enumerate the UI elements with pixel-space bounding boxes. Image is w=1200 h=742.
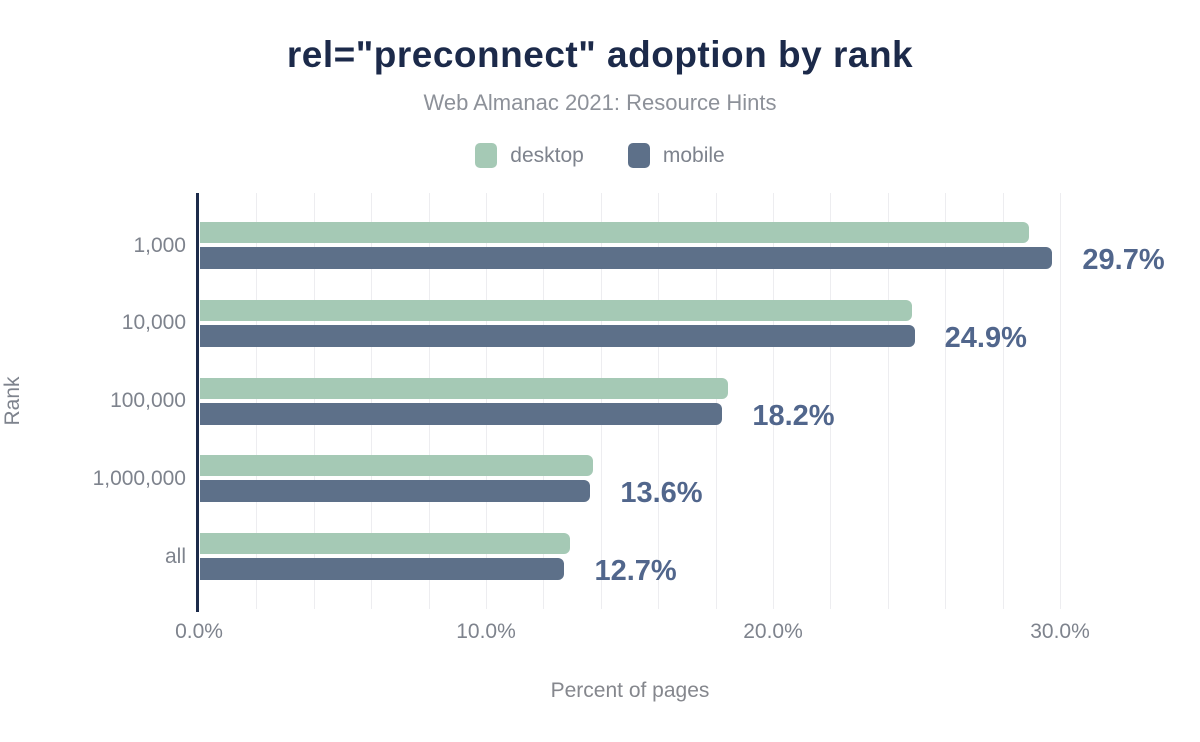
desktop-bar — [200, 455, 594, 477]
category-label: all — [164, 544, 186, 568]
legend-item-desktop: desktop — [475, 143, 584, 168]
desktop-swatch-icon — [475, 143, 498, 168]
desktop-bar — [200, 377, 729, 399]
category-label: 1,000 — [133, 233, 186, 257]
y-axis-line — [196, 193, 199, 612]
bar-value-label: 29.7% — [1082, 244, 1165, 276]
gridline — [887, 193, 889, 609]
gridline — [256, 193, 258, 609]
mobile-bar — [200, 324, 915, 347]
mobile-bar — [200, 558, 565, 580]
gridline — [486, 193, 487, 609]
gridline — [313, 193, 315, 609]
legend-label: mobile — [662, 143, 725, 167]
desktop-bar — [200, 533, 571, 554]
bar-value-label: 12.7% — [594, 555, 677, 587]
gridline — [830, 193, 832, 609]
gridline — [600, 193, 602, 609]
legend-item-mobile: mobile — [627, 143, 725, 168]
x-tick-label: 20.0% — [743, 620, 803, 643]
mobile-swatch-icon — [627, 143, 650, 168]
desktop-bar — [200, 222, 1030, 243]
gridline — [945, 193, 947, 609]
gridline — [1002, 193, 1004, 609]
legend-label: desktop — [510, 143, 584, 167]
gridline — [658, 193, 660, 609]
category-label: 1,000,000 — [92, 466, 186, 490]
x-axis-title: Percent of pages — [550, 679, 710, 702]
mobile-bar — [200, 480, 591, 503]
chart-title: rel="preconnect" adoption by rank — [286, 34, 914, 75]
bar-value-label: 13.6% — [620, 477, 703, 510]
category-label: 100,000 — [110, 389, 186, 412]
bar-value-label: 18.2% — [752, 399, 835, 432]
gridline — [543, 193, 545, 609]
gridline — [715, 193, 717, 609]
gridline — [428, 193, 430, 609]
gridline — [773, 193, 774, 609]
chart-subtitle: Web Almanac 2021: Resource Hints — [423, 90, 777, 115]
x-tick-label: 30.0% — [1030, 620, 1090, 643]
mobile-bar — [200, 247, 1053, 269]
bar-value-label: 24.9% — [944, 321, 1027, 354]
x-tick-label: 10.0% — [456, 620, 516, 643]
category-label: 10,000 — [121, 311, 186, 335]
legend: desktop mobile — [0, 143, 1200, 168]
desktop-bar — [200, 299, 912, 321]
gridline — [371, 193, 373, 609]
x-tick-label: 0.0% — [175, 620, 223, 643]
gridline — [1060, 193, 1061, 609]
mobile-bar — [200, 402, 723, 425]
